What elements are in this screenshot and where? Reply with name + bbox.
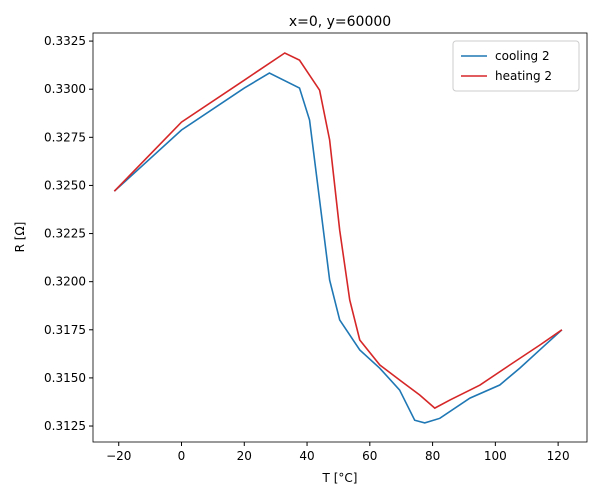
- line: [113, 72, 563, 424]
- x-tick-label: 100: [484, 449, 507, 463]
- chart-title: x=0, y=60000: [289, 14, 391, 30]
- legend: cooling 2 heating 2: [452, 40, 580, 92]
- x-tick-label: −20: [106, 449, 131, 463]
- x-tick-label: 80: [425, 449, 440, 463]
- legend-box: [452, 40, 580, 92]
- y-axis-label: R [Ω]: [13, 222, 27, 253]
- plot-frame: [92, 32, 588, 443]
- y-tick-label: 0.3150: [44, 371, 86, 385]
- x-tick-label: 40: [299, 449, 314, 463]
- line: [113, 52, 563, 410]
- y-tick-label: 0.3325: [44, 34, 86, 48]
- legend-label: heating 2: [495, 69, 552, 83]
- y-tick-label: 0.3225: [44, 227, 86, 241]
- y-tick-label: 0.3300: [44, 82, 86, 96]
- y-tick-label: 0.3125: [44, 419, 86, 433]
- x-tick-label: 60: [362, 449, 377, 463]
- y-tick-label: 0.3200: [44, 275, 86, 289]
- x-axis-label: T [°C]: [322, 471, 358, 485]
- x-tick-label: 0: [178, 449, 186, 463]
- x-tick-label: 120: [547, 449, 570, 463]
- y-tick-label: 0.3275: [44, 130, 86, 144]
- y-tick-label: 0.3175: [44, 323, 86, 337]
- y-tick-label: 0.3250: [44, 178, 86, 192]
- legend-label: cooling 2: [495, 49, 550, 63]
- x-tick-label: 20: [237, 449, 252, 463]
